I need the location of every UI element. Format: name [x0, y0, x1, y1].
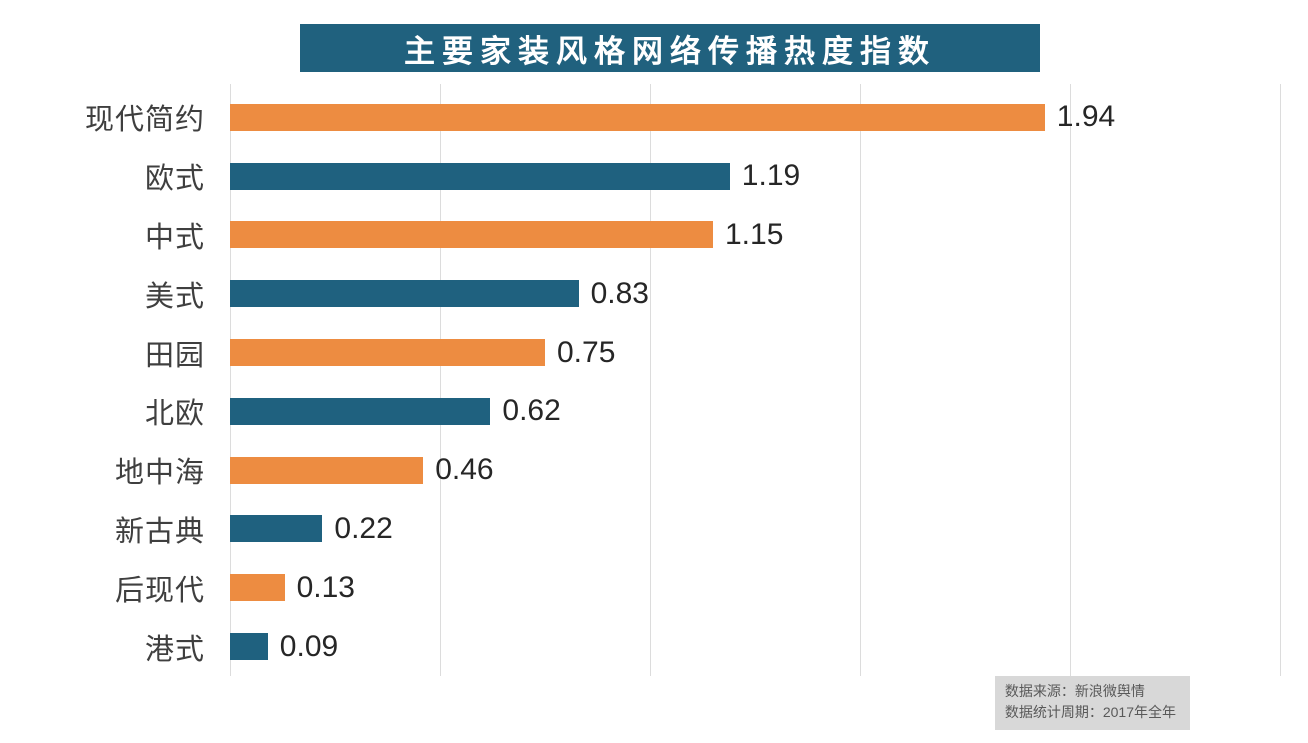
bar-row: 欧式 1.19 — [0, 147, 1308, 206]
bar-row: 地中海 0.46 — [0, 441, 1308, 500]
bar-track: 0.46 — [230, 441, 1280, 500]
category-label: 中式 — [144, 221, 205, 254]
gridlines — [230, 84, 1281, 676]
value-label: 1.19 — [741, 159, 801, 193]
chart-title: 主要家装风格网络传播热度指数 — [300, 24, 1040, 72]
bar — [230, 397, 491, 425]
bar-row: 现代简约 1.94 — [0, 88, 1308, 147]
plot-area: 现代简约 1.94 欧式 1.19 中式 1.15 美式 0.83 田园 0.75 北欧 0.62 地中… — [0, 84, 1308, 676]
category-label: 欧式 — [144, 163, 205, 196]
gridline — [440, 84, 441, 676]
value-label: 0.83 — [590, 276, 649, 310]
bar-track: 1.15 — [230, 206, 1280, 265]
value-label: 0.09 — [279, 629, 339, 663]
category-label: 地中海 — [114, 457, 205, 490]
gridline — [650, 84, 651, 676]
bar — [230, 574, 285, 602]
source-box: 数据来源：新浪微舆情 数据统计周期：2017年全年 — [994, 675, 1190, 730]
source-line-1: 数据来源：新浪微舆情 — [1004, 682, 1145, 699]
bar-row: 新古典 0.22 — [0, 500, 1308, 559]
bar-track: 0.75 — [230, 323, 1280, 382]
bar — [230, 103, 1045, 131]
bar-track: 0.83 — [230, 264, 1280, 323]
bar — [230, 339, 545, 367]
bar-row: 田园 0.75 — [0, 323, 1308, 382]
category-label: 美式 — [144, 280, 205, 313]
bar-rows: 现代简约 1.94 欧式 1.19 中式 1.15 美式 0.83 田园 0.75 北欧 0.62 地中… — [0, 88, 1308, 676]
category-label: 后现代 — [114, 574, 205, 607]
gridline — [1070, 84, 1071, 676]
bar — [230, 456, 424, 484]
source-line-2: 数据统计周期：2017年全年 — [1004, 704, 1176, 721]
gridline — [230, 84, 231, 676]
bar — [230, 221, 713, 249]
value-label: 0.46 — [435, 453, 494, 487]
bar-row: 美式 0.83 — [0, 264, 1308, 323]
category-label: 港式 — [144, 633, 205, 666]
bar-track: 1.19 — [230, 147, 1280, 206]
value-label: 0.75 — [557, 335, 616, 369]
bar — [230, 280, 579, 308]
bar-track: 0.62 — [230, 382, 1280, 441]
bar-track: 0.09 — [230, 617, 1280, 676]
category-label: 现代简约 — [84, 104, 205, 137]
bar-row: 后现代 0.13 — [0, 558, 1308, 617]
value-label: 1.94 — [1056, 100, 1116, 134]
value-label: 0.22 — [334, 511, 393, 545]
bar-track: 1.94 — [230, 88, 1280, 147]
gridline — [860, 84, 861, 676]
bar — [230, 162, 730, 190]
bar-row: 港式 0.09 — [0, 617, 1308, 676]
category-label: 北欧 — [144, 398, 205, 431]
category-label: 田园 — [144, 339, 205, 372]
bar-row: 北欧 0.62 — [0, 382, 1308, 441]
bar-row: 中式 1.15 — [0, 206, 1308, 265]
bar-track: 0.13 — [230, 558, 1280, 617]
bar — [230, 633, 268, 661]
chart-title-text: 主要家装风格网络传播热度指数 — [404, 33, 936, 69]
bar-track: 0.22 — [230, 500, 1280, 559]
value-label: 1.15 — [725, 217, 784, 251]
value-label: 0.13 — [296, 570, 355, 604]
category-label: 新古典 — [114, 515, 205, 548]
gridline — [1280, 84, 1281, 676]
bar — [230, 515, 323, 543]
value-label: 0.62 — [502, 394, 561, 428]
